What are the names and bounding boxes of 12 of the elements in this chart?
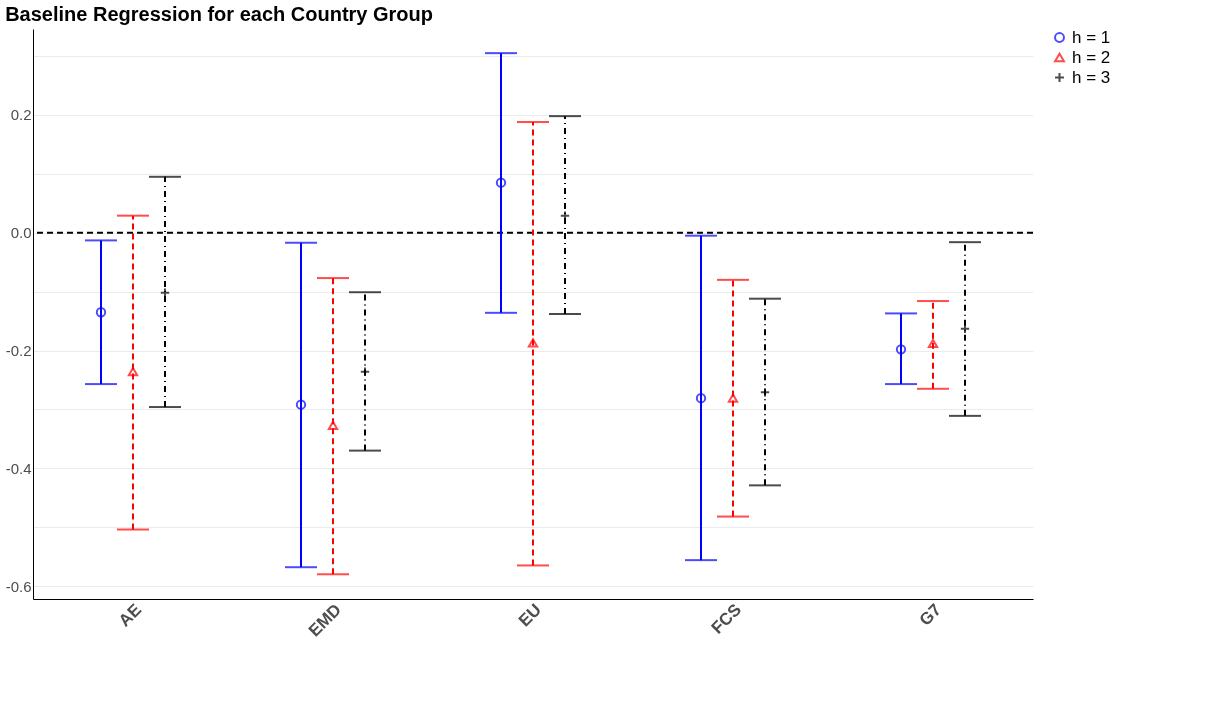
x-tick-label: AE	[114, 600, 146, 631]
y-tick-label: -0.4	[5, 459, 32, 477]
y-tick-label: -0.6	[5, 577, 32, 595]
x-tick-label: G7	[915, 600, 946, 630]
y-tick-label: 0.2	[10, 106, 32, 124]
legend-label: h = 2	[1072, 47, 1111, 67]
x-tick-label: EU	[514, 600, 546, 631]
y-tick-label: 0.0	[10, 224, 32, 242]
legend-label: h = 1	[1072, 27, 1111, 47]
chart-title: Baseline Regression for each Country Group	[5, 3, 434, 25]
y-tick-label: -0.2	[5, 342, 32, 360]
legend-label: h = 3	[1072, 67, 1111, 87]
